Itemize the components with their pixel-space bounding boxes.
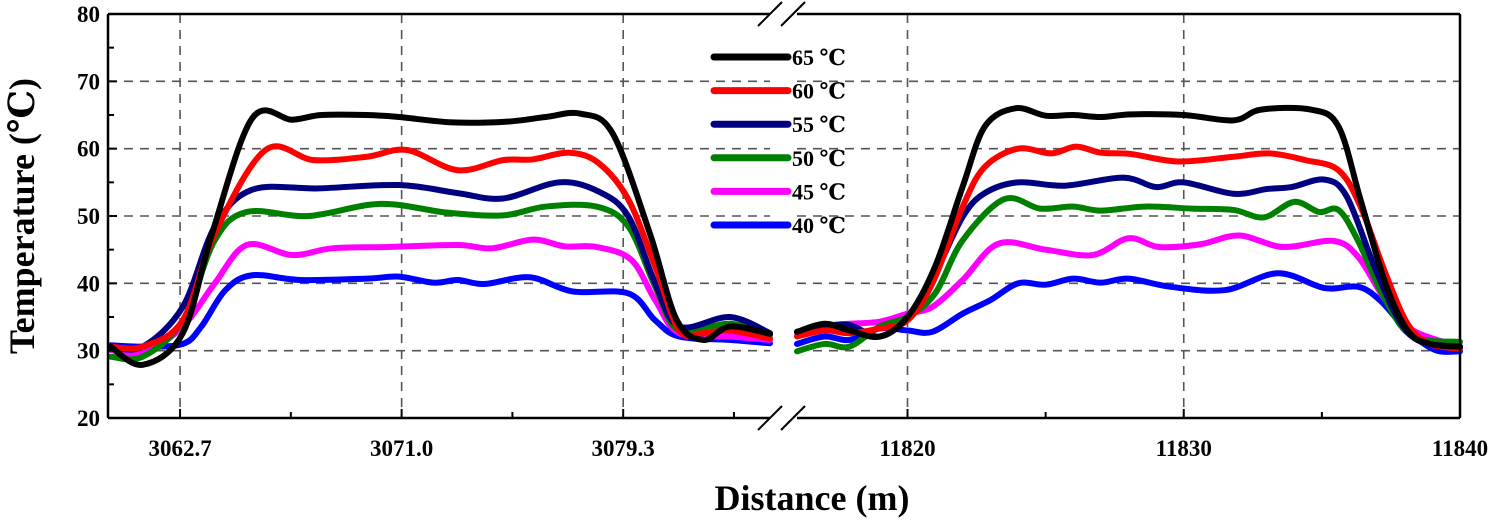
- legend-label: 60 ℃: [792, 79, 846, 104]
- legend-label: 50 ℃: [792, 146, 846, 171]
- y-tick-label: 40: [77, 271, 100, 296]
- x-tick-label: 3062.7: [148, 436, 211, 461]
- y-tick-label: 60: [77, 137, 100, 162]
- axes: 3062.7 3071.0 3079.3 11820 11830 11840 20 30 40 5…: [77, 1, 1488, 461]
- legend: 65 ℃ 60 ℃ 55 ℃ 50 ℃ 45 ℃ 40 ℃: [710, 45, 846, 238]
- series-line-65-left: [107, 107, 773, 368]
- axis-break-mark: [780, 1, 806, 27]
- legend-label: 40 ℃: [792, 213, 846, 238]
- series-line-65-right: [794, 104, 1463, 350]
- series-line-55-left: [107, 179, 773, 353]
- axis-break-mark: [757, 1, 783, 27]
- y-tick-label: 20: [77, 406, 100, 431]
- legend-label: 45 ℃: [792, 179, 846, 204]
- series-line-40-right: [794, 270, 1463, 355]
- legend-label: 65 ℃: [792, 45, 846, 70]
- series-lines: [107, 104, 1463, 368]
- x-tick-label: 11840: [1432, 436, 1488, 461]
- series-line-50-right: [794, 195, 1463, 355]
- y-tick-label: 70: [77, 69, 100, 94]
- legend-label: 55 ℃: [792, 112, 846, 137]
- series-line-45-left: [107, 236, 773, 358]
- x-tick-label: 3079.3: [592, 436, 655, 461]
- y-tick-label: 50: [77, 204, 100, 229]
- x-tick-label: 3071.0: [370, 436, 433, 461]
- x-axis-title: Distance (m): [715, 478, 910, 518]
- x-tick-label: 11820: [879, 436, 935, 461]
- x-tick-label: 11830: [1156, 436, 1212, 461]
- axis-break-mark: [757, 405, 783, 431]
- series-line-45-right: [794, 232, 1463, 350]
- series-line-40-left: [107, 271, 773, 350]
- y-tick-label: 80: [77, 2, 100, 27]
- axis-break-mark: [780, 405, 806, 431]
- y-axis-title: Temperature (℃): [2, 78, 42, 354]
- y-tick-label: 30: [77, 339, 100, 364]
